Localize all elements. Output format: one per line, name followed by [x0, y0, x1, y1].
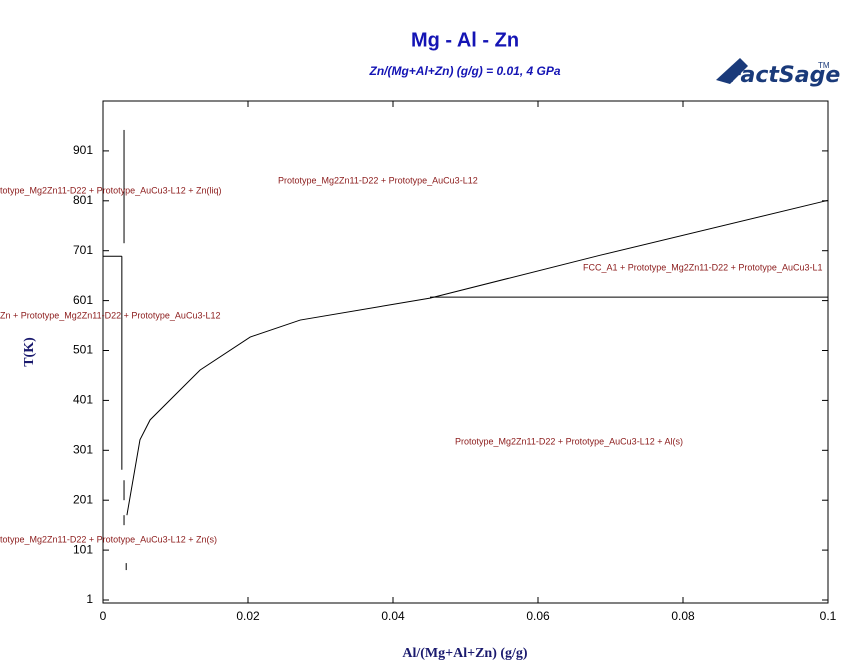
logo-shape: [716, 58, 748, 84]
y-tick-label: 1: [86, 592, 93, 606]
region-label: FCC_A1 + Prototype_Mg2Zn11-D22 + Prototy…: [583, 262, 822, 272]
logo-text: FactSage: [728, 63, 840, 88]
y-tick-label: 801: [73, 193, 93, 207]
region-label: totype_Mg2Zn11-D22 + Prototype_AuCu3-L12…: [0, 185, 221, 195]
region-label: Prototype_Mg2Zn11-D22 + Prototype_AuCu3-…: [455, 436, 683, 446]
region-label: Prototype_Mg2Zn11-D22 + Prototype_AuCu3-…: [278, 175, 478, 185]
x-tick-label: 0.02: [236, 609, 260, 623]
x-tick-label: 0.06: [526, 609, 550, 623]
y-tick-label: 401: [73, 393, 93, 407]
x-tick-label: 0.04: [381, 609, 405, 623]
plot-frame: [102, 100, 829, 604]
region-label: Zn + Prototype_Mg2Zn11-D22 + Prototype_A…: [0, 310, 220, 320]
x-tick-label: 0: [100, 609, 107, 623]
y-tick-label: 201: [73, 492, 93, 506]
y-tick-label: 901: [73, 143, 93, 157]
logo-tm: TM: [818, 61, 830, 70]
y-tick-label: 501: [73, 343, 93, 357]
y-tick-label: 101: [73, 542, 93, 556]
y-axis-label: T(K): [22, 337, 37, 367]
phase-boundary: [126, 199, 829, 516]
x-tick-label: 0.08: [671, 609, 695, 623]
y-tick-label: 701: [73, 243, 93, 257]
chart-subtitle: Zn/(Mg+Al+Zn) (g/g) = 0.01, 4 GPa: [368, 64, 560, 78]
x-tick-label: 0.1: [820, 609, 837, 623]
logo: FactSage TM: [716, 58, 840, 88]
y-tick-label: 301: [73, 442, 93, 456]
region-label: totype_Mg2Zn11-D22 + Prototype_AuCu3-L12…: [0, 534, 217, 544]
x-axis-label: Al/(Mg+Al+Zn) (g/g): [402, 646, 528, 661]
y-tick-label: 601: [73, 293, 93, 307]
chart-title: Mg - Al - Zn: [411, 29, 519, 51]
